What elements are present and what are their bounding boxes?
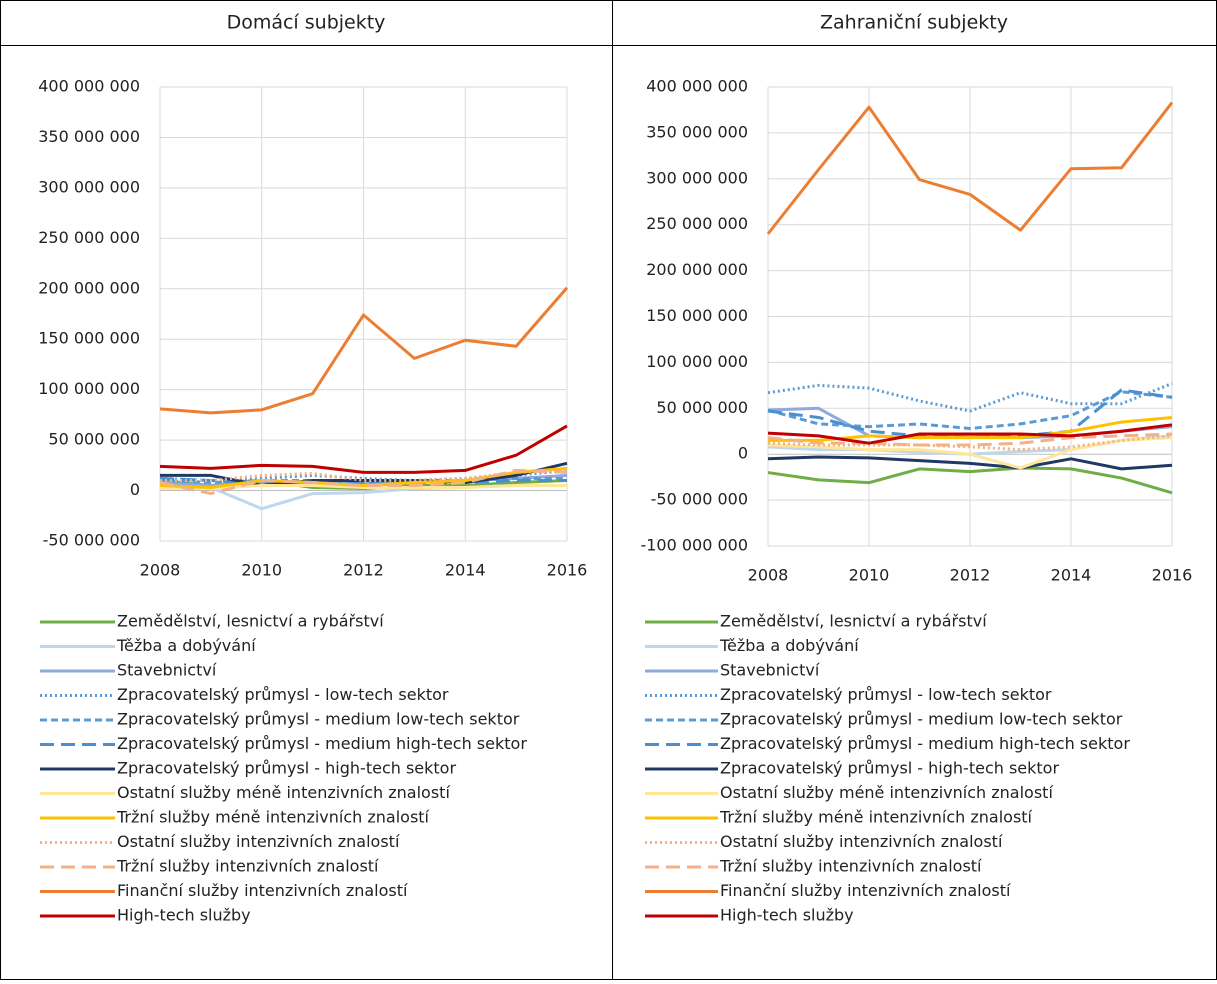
x-tick-label: 2008 [748, 566, 789, 585]
legend-label: Ostatní služby méně intenzivních znalost… [720, 783, 1053, 802]
legend-label: Zpracovatelský průmysl - high-tech sekto… [117, 759, 456, 778]
legend-label: Zpracovatelský průmysl - high-tech sekto… [720, 759, 1059, 778]
x-tick-label: 2008 [140, 561, 181, 580]
y-tick-label: 150 000 000 [38, 329, 140, 348]
x-tick-label: 2016 [1152, 566, 1193, 585]
legend-label: High-tech služby [117, 906, 251, 925]
legend-label: Finanční služby intenzivních znalostí [117, 881, 408, 900]
y-tick-label: 250 000 000 [646, 214, 748, 233]
legend-label: Těžba a dobývání [116, 636, 256, 655]
legend-label: Ostatní služby intenzivních znalostí [117, 832, 400, 851]
y-tick-label: -50 000 000 [43, 531, 140, 550]
series-line [160, 484, 567, 491]
legend-label: Zpracovatelský průmysl - low-tech sektor [117, 685, 449, 704]
series-line [159, 468, 568, 496]
legend-label: Stavebnictví [117, 661, 217, 680]
y-tick-label: 0 [738, 444, 748, 463]
legend-label: Zpracovatelský průmysl - low-tech sektor [720, 685, 1052, 704]
x-tick-label: 2010 [241, 561, 282, 580]
y-tick-label: 50 000 000 [656, 398, 748, 417]
legend-label: Tržní služby méně intenzivních znalostí [116, 808, 430, 827]
legend-label: Ostatní služby méně intenzivních znalost… [117, 783, 450, 802]
legend-label: Tržní služby intenzivních znalostí [719, 857, 982, 876]
y-tick-label: 300 000 000 [38, 177, 140, 196]
legend-label: Zpracovatelský průmysl - medium low-tech… [720, 710, 1123, 729]
y-tick-label: 400 000 000 [646, 77, 748, 96]
legend-label: Zemědělství, lesnictví a rybářství [720, 612, 987, 631]
legend-label: Těžba a dobývání [719, 636, 859, 655]
y-tick-label: -50 000 000 [651, 490, 748, 509]
series-line [767, 423, 1173, 445]
y-tick-label: 250 000 000 [38, 228, 140, 247]
series-line [767, 436, 1173, 470]
series-line [159, 476, 567, 484]
legend-label: Tržní služby intenzivních znalostí [116, 857, 379, 876]
legend-label: Zpracovatelský průmysl - medium high-tec… [117, 734, 527, 753]
y-tick-label: 50 000 000 [48, 430, 140, 449]
legend-label: Tržní služby méně intenzivních znalostí [719, 808, 1033, 827]
y-tick-label: 100 000 000 [646, 352, 748, 371]
x-tick-label: 2012 [343, 561, 384, 580]
series-line [159, 424, 568, 474]
y-tick-label: -100 000 000 [640, 536, 748, 555]
y-tick-label: 100 000 000 [38, 379, 140, 398]
legend-label: High-tech služby [720, 906, 854, 925]
series-line [767, 388, 1173, 440]
legend-label: Finanční služby intenzivních znalostí [720, 881, 1011, 900]
series-line [767, 466, 1173, 495]
chart-title: Zahraniční subjekty [820, 12, 1008, 34]
chart-title: Domácí subjekty [227, 12, 386, 34]
legend-label: Zpracovatelský průmysl - medium high-tec… [720, 734, 1130, 753]
y-tick-label: 200 000 000 [38, 278, 140, 297]
legend-label: Stavebnictví [720, 661, 820, 680]
x-tick-label: 2014 [1051, 566, 1092, 585]
x-tick-label: 2012 [950, 566, 991, 585]
legend-label: Zpracovatelský průmysl - medium low-tech… [117, 710, 520, 729]
series-line [767, 390, 1173, 430]
series-line [160, 461, 568, 488]
series-line [767, 432, 1173, 447]
legend-label: Ostatní služby intenzivních znalostí [720, 832, 1003, 851]
y-tick-label: 0 [130, 480, 140, 499]
legend-label: Zemědělství, lesnictví a rybářství [117, 612, 384, 631]
y-tick-label: 350 000 000 [38, 127, 140, 146]
series-line [767, 455, 1173, 471]
y-tick-label: 300 000 000 [646, 168, 748, 187]
series-line [766, 101, 1174, 235]
y-tick-label: 150 000 000 [646, 306, 748, 325]
x-tick-label: 2016 [547, 561, 588, 580]
x-tick-label: 2010 [849, 566, 890, 585]
series-line [159, 286, 569, 415]
y-tick-label: 350 000 000 [646, 122, 748, 141]
x-tick-label: 2014 [445, 561, 486, 580]
series-line [767, 382, 1173, 413]
y-tick-label: 400 000 000 [38, 77, 140, 96]
y-tick-label: 200 000 000 [646, 260, 748, 279]
